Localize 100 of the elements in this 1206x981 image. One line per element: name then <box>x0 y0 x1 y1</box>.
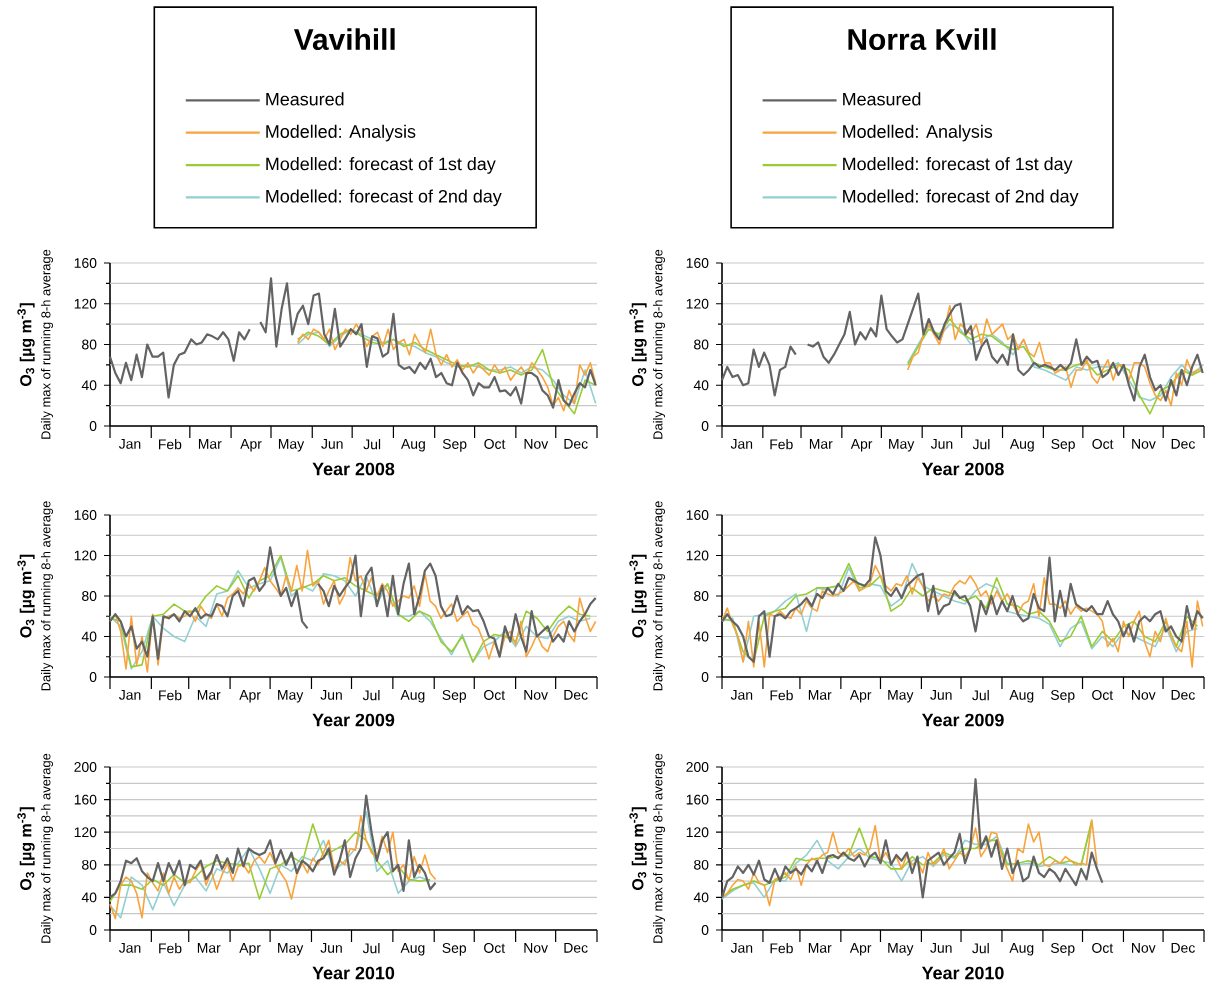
x-axis-title: Year 2010 <box>312 966 395 980</box>
x-tick-label: Jul <box>362 690 380 701</box>
x-tick-label: May <box>888 943 914 956</box>
y-tick-label: 160 <box>686 794 709 805</box>
legend-label: Modelled: Analysis <box>843 124 993 142</box>
y-tick-label: 40 <box>693 380 709 391</box>
x-tick-label: Jan <box>118 690 141 700</box>
x-tick-label: Dec <box>564 943 588 953</box>
x-tick-label: Nov <box>524 943 548 953</box>
x-tick-label: May <box>888 690 914 703</box>
x-tick-label: Jul <box>972 690 989 701</box>
y-tick-label: 0 <box>89 925 97 935</box>
x-tick-label: Jan <box>118 943 141 953</box>
x-tick-label: Feb <box>159 439 182 450</box>
x-tick-label: Mar <box>808 690 832 700</box>
y-tick-label: 80 <box>82 339 97 350</box>
x-tick-label: Oct <box>484 439 506 449</box>
x-tick-label: Jun <box>930 690 952 700</box>
x-tick-label: Sep <box>1051 439 1075 452</box>
x-tick-label: Nov <box>1132 690 1156 700</box>
x-axis-title: Year 2008 <box>312 462 395 476</box>
x-tick-label: Feb <box>770 690 793 701</box>
x-tick-label: Sep <box>1050 690 1075 703</box>
y-tick-label: 200 <box>686 762 709 772</box>
y-axis-title: O$_{3}$ [µg m$^{-3}$] <box>629 303 647 386</box>
x-tick-label: Aug <box>1009 690 1034 703</box>
x-tick-label: Apr <box>850 439 873 452</box>
y-tick-label: 200 <box>74 762 97 772</box>
x-tick-label: Dec <box>1171 439 1195 449</box>
x-tick-label: May <box>278 439 305 452</box>
y-tick-label: 80 <box>694 591 709 601</box>
x-tick-label: Nov <box>524 690 548 700</box>
line-series <box>109 823 432 903</box>
x-axis-title: Year 2010 <box>921 966 1004 980</box>
x-tick-label: Sep <box>1050 943 1075 956</box>
x-tick-label: Aug <box>1009 943 1034 956</box>
y-axis-title: O$_{3}$ [µg m$^{-3}$] <box>17 554 35 638</box>
x-tick-label: Dec <box>564 439 588 449</box>
x-tick-label: May <box>889 439 915 452</box>
y-tick-label: 160 <box>74 258 97 268</box>
y-tick-label: 0 <box>89 421 97 431</box>
y-tick-label: 0 <box>701 925 709 935</box>
y-axis-title: O$_{3}$ [µg m$^{-3}$] <box>629 807 647 890</box>
x-tick-label: Dec <box>564 690 588 700</box>
y-axis-title: O$_{3}$ [µg m$^{-3}$] <box>17 303 35 386</box>
x-tick-label: Mar <box>808 943 832 953</box>
y-tick-label: 80 <box>82 859 97 870</box>
x-tick-label: Apr <box>239 943 261 956</box>
legend-label: Modelled: forecast of 2nd day <box>266 189 502 207</box>
x-tick-label: Jul <box>362 943 380 954</box>
x-tick-label: Jan <box>118 439 141 449</box>
line-series <box>108 794 437 899</box>
y-tick-label: 40 <box>693 892 709 903</box>
x-tick-label: Jan <box>730 690 753 700</box>
x-tick-label: Jun <box>930 943 952 953</box>
x-tick-label: Jun <box>930 439 953 449</box>
x-tick-label: Aug <box>400 690 425 703</box>
x-tick-label: Jun <box>320 690 342 700</box>
legend-label: Modelled: forecast of 1st day <box>266 157 496 174</box>
line-series <box>720 778 1104 899</box>
x-tick-label: Aug <box>400 943 425 956</box>
text: Daily max of running 8-h average <box>40 753 54 943</box>
legend-label: Modelled: forecast of 2nd day <box>843 189 1079 207</box>
x-axis-title: Year 2009 <box>921 713 1004 727</box>
x-tick-label: Mar <box>809 439 833 449</box>
x-tick-label: Nov <box>1132 943 1156 953</box>
text: Daily max of running 8-h average <box>652 249 666 439</box>
x-tick-label: Jul <box>972 943 989 954</box>
text: Daily max of running 8-h average <box>40 249 54 439</box>
y-tick-label: 160 <box>686 510 709 520</box>
x-tick-label: Mar <box>198 439 222 449</box>
y-tick-label: 160 <box>74 794 97 805</box>
x-tick-label: Mar <box>197 943 221 953</box>
y-tick-label: 120 <box>74 298 97 309</box>
x-tick-label: Feb <box>770 439 793 450</box>
y-tick-label: 120 <box>74 550 97 561</box>
x-tick-label: Oct <box>484 943 506 953</box>
chart-title: Norra Kvill <box>848 28 996 51</box>
legend-label: Modelled: forecast of 1st day <box>843 157 1073 174</box>
x-tick-label: Feb <box>159 690 182 701</box>
y-tick-label: 120 <box>74 827 97 838</box>
x-tick-label: Oct <box>1092 690 1114 700</box>
y-tick-label: 40 <box>81 892 97 903</box>
y-tick-label: 120 <box>686 550 709 561</box>
y-tick-label: 80 <box>694 339 709 350</box>
y-tick-label: 80 <box>82 591 97 601</box>
x-tick-label: Apr <box>849 943 872 956</box>
text: Daily max of running 8-h average <box>652 501 666 691</box>
x-tick-label: Aug <box>1009 439 1034 452</box>
x-tick-label: Jul <box>972 439 990 450</box>
y-tick-label: 160 <box>686 258 709 268</box>
text: Daily max of running 8-h average <box>40 501 54 691</box>
x-tick-label: Sep <box>442 690 467 703</box>
x-tick-label: Oct <box>484 690 506 700</box>
x-tick-label: Jan <box>730 943 753 953</box>
y-axis-title: O$_{3}$ [µg m$^{-3}$] <box>17 807 35 890</box>
y-tick-label: 0 <box>89 672 97 682</box>
x-tick-label: Feb <box>159 943 182 954</box>
x-tick-label: May <box>278 943 304 956</box>
y-tick-label: 40 <box>81 631 97 642</box>
